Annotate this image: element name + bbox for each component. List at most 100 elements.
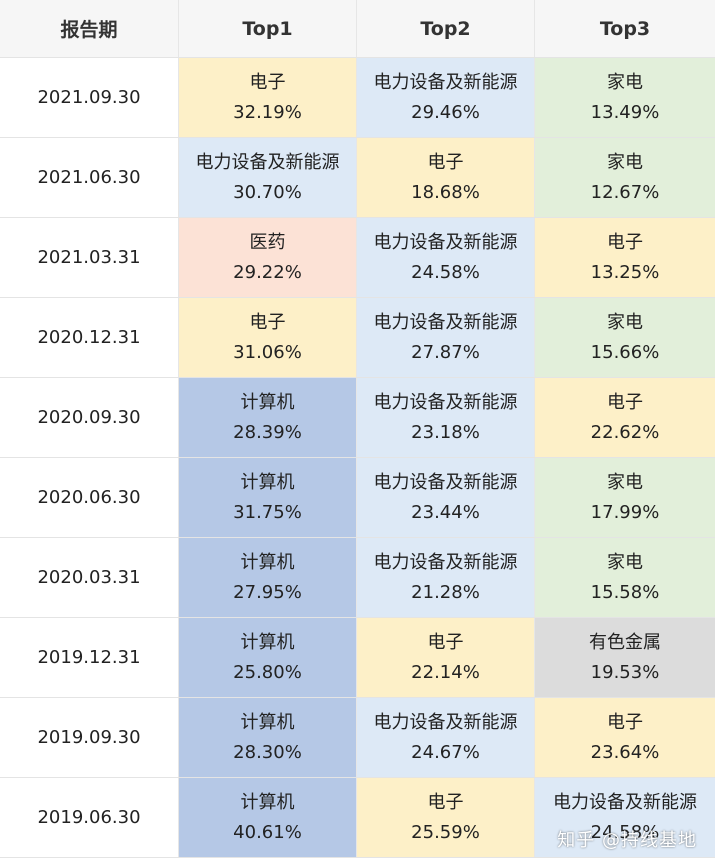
top3-cell: 家电 15.66% (535, 298, 715, 377)
top3-cell: 家电 12.67% (535, 138, 715, 217)
weight-percent: 22.14% (411, 661, 480, 683)
top2-cell: 电力设备及新能源 23.44% (357, 458, 535, 537)
top1-cell: 计算机 28.30% (179, 698, 357, 777)
weight-percent: 24.58% (411, 261, 480, 283)
report-date: 2020.09.30 (0, 378, 179, 457)
weight-percent: 29.46% (411, 101, 480, 123)
report-date: 2020.03.31 (0, 538, 179, 617)
industry-name: 电子 (607, 391, 643, 413)
top3-cell: 家电 15.58% (535, 538, 715, 617)
table-row: 2019.06.30 计算机 40.61% 电子 25.59% 电力设备及新能源 24.58… (0, 778, 715, 858)
top1-cell: 计算机 40.61% (179, 778, 357, 857)
industry-name: 电力设备及新能源 (553, 791, 697, 813)
industry-name: 电子 (427, 631, 464, 653)
industry-name: 医药 (249, 231, 286, 253)
top1-cell: 电子 31.06% (179, 298, 357, 377)
industry-name: 家电 (607, 311, 643, 333)
report-date: 2021.09.30 (0, 58, 179, 137)
industry-name: 计算机 (240, 551, 295, 573)
weight-percent: 29.22% (233, 261, 302, 283)
weight-percent: 12.67% (590, 181, 660, 203)
weight-percent: 24.58% (590, 821, 660, 843)
report-date: 2019.09.30 (0, 698, 179, 777)
top3-cell: 家电 13.49% (535, 58, 715, 137)
table-row: 2020.09.30 计算机 28.39% 电力设备及新能源 23.18% 电子 22.62… (0, 378, 715, 458)
industry-name: 电力设备及新能源 (373, 711, 518, 733)
industry-name: 计算机 (240, 391, 295, 413)
top3-cell: 电子 22.62% (535, 378, 715, 457)
table-row: 2021.09.30 电子 32.19% 电力设备及新能源 29.46% 家电 13.49% (0, 58, 715, 138)
top3-cell: 电力设备及新能源 24.58% (535, 778, 715, 857)
top2-cell: 电子 22.14% (357, 618, 535, 697)
top3-cell: 有色金属 19.53% (535, 618, 715, 697)
weight-percent: 19.53% (590, 661, 660, 683)
weight-percent: 40.61% (233, 821, 302, 843)
industry-name: 电力设备及新能源 (373, 391, 518, 413)
weight-percent: 25.80% (233, 661, 302, 683)
industry-name: 电力设备及新能源 (373, 231, 518, 253)
top1-cell: 计算机 25.80% (179, 618, 357, 697)
weight-percent: 23.64% (590, 741, 660, 763)
weight-percent: 15.66% (590, 341, 660, 363)
watermark: 知乎 @持线基地 (557, 830, 697, 851)
industry-name: 电子 (249, 71, 286, 93)
weight-percent: 23.44% (411, 501, 480, 523)
top3-cell: 电子 23.64% (535, 698, 715, 777)
top1-cell: 计算机 28.39% (179, 378, 357, 457)
industry-name: 电子 (249, 311, 286, 333)
weight-percent: 30.70% (233, 181, 302, 203)
header-top1: Top1 (179, 0, 357, 57)
industry-name: 家电 (607, 71, 643, 93)
table-row: 2019.09.30 计算机 28.30% 电力设备及新能源 24.67% 电子 23.64… (0, 698, 715, 778)
weight-percent: 24.67% (411, 741, 480, 763)
weight-percent: 18.68% (411, 181, 480, 203)
top1-cell: 计算机 31.75% (179, 458, 357, 537)
top2-cell: 电力设备及新能源 23.18% (357, 378, 535, 457)
industry-name: 电力设备及新能源 (195, 151, 340, 173)
industry-name: 计算机 (240, 791, 295, 813)
report-date: 2020.06.30 (0, 458, 179, 537)
industry-name: 家电 (607, 551, 643, 573)
table-row: 2020.06.30 计算机 31.75% 电力设备及新能源 23.44% 家电 17.99… (0, 458, 715, 538)
top1-cell: 医药 29.22% (179, 218, 357, 297)
weight-percent: 21.28% (411, 581, 480, 603)
top2-cell: 电子 18.68% (357, 138, 535, 217)
weight-percent: 22.62% (590, 421, 660, 443)
industry-name: 电子 (607, 231, 643, 253)
industry-name: 家电 (607, 151, 643, 173)
industry-name: 电力设备及新能源 (373, 71, 518, 93)
header-top3: Top3 (599, 17, 651, 40)
top2-cell: 电力设备及新能源 24.58% (357, 218, 535, 297)
industry-name: 有色金属 (589, 631, 661, 653)
industry-name: 计算机 (240, 711, 295, 733)
report-date: 2021.03.31 (0, 218, 179, 297)
top2-cell: 电力设备及新能源 21.28% (357, 538, 535, 617)
industry-name: 电力设备及新能源 (373, 471, 518, 493)
table-row: 2020.12.31 电子 31.06% 电力设备及新能源 27.87% 家电 15.66% (0, 298, 715, 378)
report-date: 2021.06.30 (0, 138, 179, 217)
top3-cell: 家电 17.99% (535, 458, 715, 537)
weight-percent: 17.99% (590, 501, 660, 523)
table-body: 2021.09.30 电子 32.19% 电力设备及新能源 29.46% 家电 13.49%… (0, 58, 715, 858)
table-header: 报告期 Top1 Top2 Top3 (0, 0, 715, 58)
weight-percent: 13.49% (590, 101, 660, 123)
industry-name: 电子 (427, 791, 464, 813)
industry-name: 电力设备及新能源 (373, 551, 518, 573)
weight-percent: 31.06% (233, 341, 302, 363)
top2-cell: 电力设备及新能源 29.46% (357, 58, 535, 137)
header-date: 报告期 (0, 0, 179, 57)
top2-cell: 电子 25.59% (357, 778, 535, 857)
top1-cell: 计算机 27.95% (179, 538, 357, 617)
weight-percent: 13.25% (590, 261, 660, 283)
weight-percent: 31.75% (233, 501, 302, 523)
weight-percent: 28.39% (233, 421, 302, 443)
top1-cell: 电子 32.19% (179, 58, 357, 137)
weight-percent: 23.18% (411, 421, 480, 443)
header-top2: Top2 (357, 0, 535, 57)
weight-percent: 27.95% (233, 581, 302, 603)
weight-percent: 32.19% (233, 101, 302, 123)
table-row: 2021.03.31 医药 29.22% 电力设备及新能源 24.58% 电子 13.25% (0, 218, 715, 298)
top2-cell: 电力设备及新能源 27.87% (357, 298, 535, 377)
table-row: 2019.12.31 计算机 25.80% 电子 22.14% 有色金属 19.53% (0, 618, 715, 698)
